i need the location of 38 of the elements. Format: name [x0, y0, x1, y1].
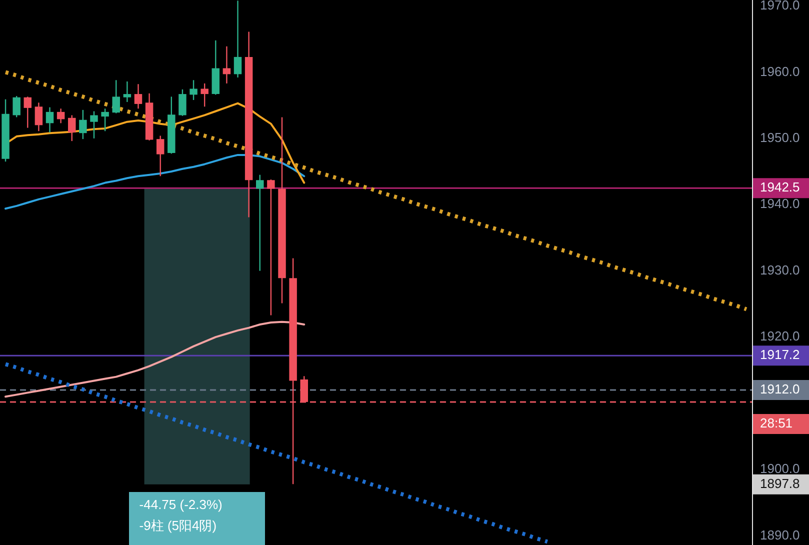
candlestick — [190, 80, 198, 101]
ref-line-label: 1917.2 — [760, 347, 800, 362]
candlestick — [200, 82, 208, 108]
candlestick — [68, 114, 76, 142]
text: 1897.8 — [760, 476, 800, 491]
ref-line-label: 1942.5 — [760, 180, 800, 195]
line-series — [4, 70, 748, 312]
candlestick — [123, 80, 132, 103]
candlestick — [134, 84, 142, 110]
candlestick — [234, 0, 242, 78]
label-box: -44.75 (-2.3%) -9柱 (5阳4阴) — [129, 492, 266, 545]
candlestick — [156, 135, 164, 177]
line-series — [4, 362, 550, 544]
candlestick — [79, 109, 87, 140]
candlestick — [101, 108, 109, 132]
candlestick — [256, 174, 264, 272]
candlestick — [24, 96, 32, 128]
y-tick-label: 1950.0 — [760, 130, 800, 145]
y-tick-label: 1890.0 — [760, 527, 800, 542]
y-tick-label: 1960.0 — [760, 64, 800, 79]
y-tick-label: 1900.0 — [760, 461, 800, 476]
candlestick — [12, 95, 20, 118]
candlestick — [267, 178, 275, 316]
candlestick — [34, 102, 43, 132]
ref-line-label: 1912.0 — [760, 382, 800, 397]
candlestick — [178, 88, 186, 116]
y-tick-label: 1940.0 — [760, 196, 800, 212]
candlestick — [222, 46, 231, 84]
text: 28:51 — [760, 416, 793, 431]
y-tick-label: 1920.0 — [760, 328, 800, 344]
candlestick — [90, 110, 98, 139]
annotation: -44.75 (-2.3%) — [139, 496, 224, 514]
candlestick — [46, 106, 54, 134]
y-tick-label: 1930.0 — [760, 262, 800, 278]
annotation: -9柱 (5阳4阴) — [139, 517, 218, 536]
candlestick — [56, 108, 65, 124]
candlestick — [112, 80, 120, 114]
y-tick-label: 1970.0 — [760, 0, 800, 13]
